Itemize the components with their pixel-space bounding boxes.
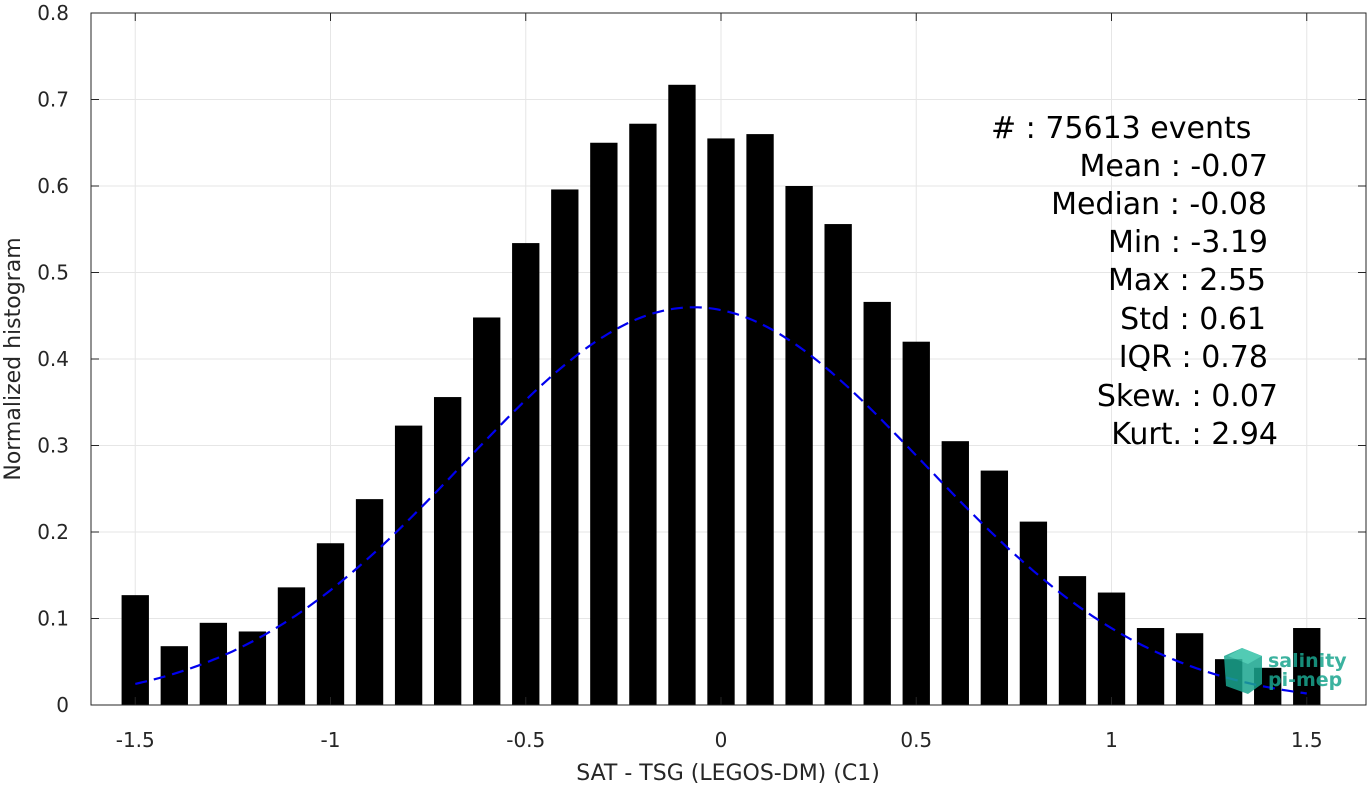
logo-text-line2: pi-mep <box>1268 669 1342 691</box>
histogram-bar <box>121 595 149 705</box>
histogram-bar <box>1058 576 1087 705</box>
stat-mean: Mean : -0.07 <box>1079 149 1268 184</box>
stat-count: # : 75613 events <box>991 111 1251 146</box>
histogram-bar <box>551 189 579 705</box>
y-tick-label: 0.7 <box>37 88 69 112</box>
x-axis-label: SAT - TSG (LEGOS-DM) (C1) <box>576 761 880 785</box>
histogram-bar <box>160 646 188 705</box>
histogram-bar <box>473 317 501 705</box>
histogram-bar <box>590 142 618 705</box>
histogram-bar <box>355 499 384 705</box>
stat-kurt: Kurt. : 2.94 <box>1111 417 1278 452</box>
histogram-bar <box>863 301 891 705</box>
stat-std: Std : 0.61 <box>1120 302 1266 337</box>
stat-median: Median : -0.08 <box>1051 187 1267 222</box>
histogram-bar <box>980 470 1009 705</box>
y-axis-label: Normalized histogram <box>1 237 26 480</box>
histogram-bar <box>746 134 774 706</box>
gaussian-fit-curve <box>135 306 1307 695</box>
stat-max: Max : 2.55 <box>1108 263 1266 298</box>
bars-group <box>121 84 1321 706</box>
histogram-bar <box>512 243 540 705</box>
histogram-bar <box>941 441 969 705</box>
stat-min: Min : -3.19 <box>1108 225 1268 260</box>
y-tick-label: 0.3 <box>37 434 69 458</box>
histogram-bar <box>394 425 423 705</box>
stats-box: # : 75613 events Mean : -0.07 Median : -… <box>991 111 1278 452</box>
y-tick-label: 0.5 <box>37 261 69 285</box>
x-tick-label: 1.5 <box>1291 728 1323 752</box>
x-tick-label: -0.5 <box>506 728 545 752</box>
histogram-bar <box>668 84 696 706</box>
histogram-bar <box>1293 628 1321 705</box>
histogram-bar <box>1136 628 1165 705</box>
histogram-bar <box>199 622 228 705</box>
y-tick-label: 0.2 <box>37 520 69 544</box>
stat-iqr: IQR : 0.78 <box>1119 340 1268 375</box>
x-tick-label: 1 <box>1105 728 1118 752</box>
x-tick-label: 0 <box>715 728 728 752</box>
histogram-bar <box>824 224 852 705</box>
y-tick-label: 0.8 <box>37 1 69 25</box>
y-axis-ticks: 0 0.1 0.2 0.3 0.4 0.5 0.6 0.7 0.8 <box>37 1 1366 717</box>
histogram-bar <box>433 397 462 705</box>
salinity-pimep-logo: salinity pi-mep <box>1224 648 1347 694</box>
histogram-bar <box>785 186 813 705</box>
logo-text-line1: salinity <box>1268 650 1347 672</box>
histogram-bar <box>1019 521 1048 705</box>
x-tick-label: -1.5 <box>116 728 155 752</box>
histogram-bar <box>316 543 345 705</box>
x-tick-label: -1 <box>321 728 341 752</box>
histogram-bar <box>277 587 306 705</box>
y-tick-label: 0.1 <box>37 607 69 631</box>
stat-skew: Skew. : 0.07 <box>1097 379 1278 414</box>
histogram-bar <box>238 631 267 705</box>
x-axis-ticks: -1.5 -1 -0.5 0 0.5 1 1.5 <box>116 13 1323 752</box>
y-tick-label: 0.4 <box>37 347 69 371</box>
histogram-bar <box>1097 592 1126 705</box>
logo-cube-face <box>1228 648 1262 664</box>
histogram-bar <box>902 341 930 705</box>
y-tick-label: 0.6 <box>37 174 69 198</box>
histogram-bar <box>707 138 735 706</box>
x-tick-label: 0.5 <box>900 728 932 752</box>
y-tick-label: 0 <box>56 693 69 717</box>
histogram-bar <box>629 123 657 706</box>
